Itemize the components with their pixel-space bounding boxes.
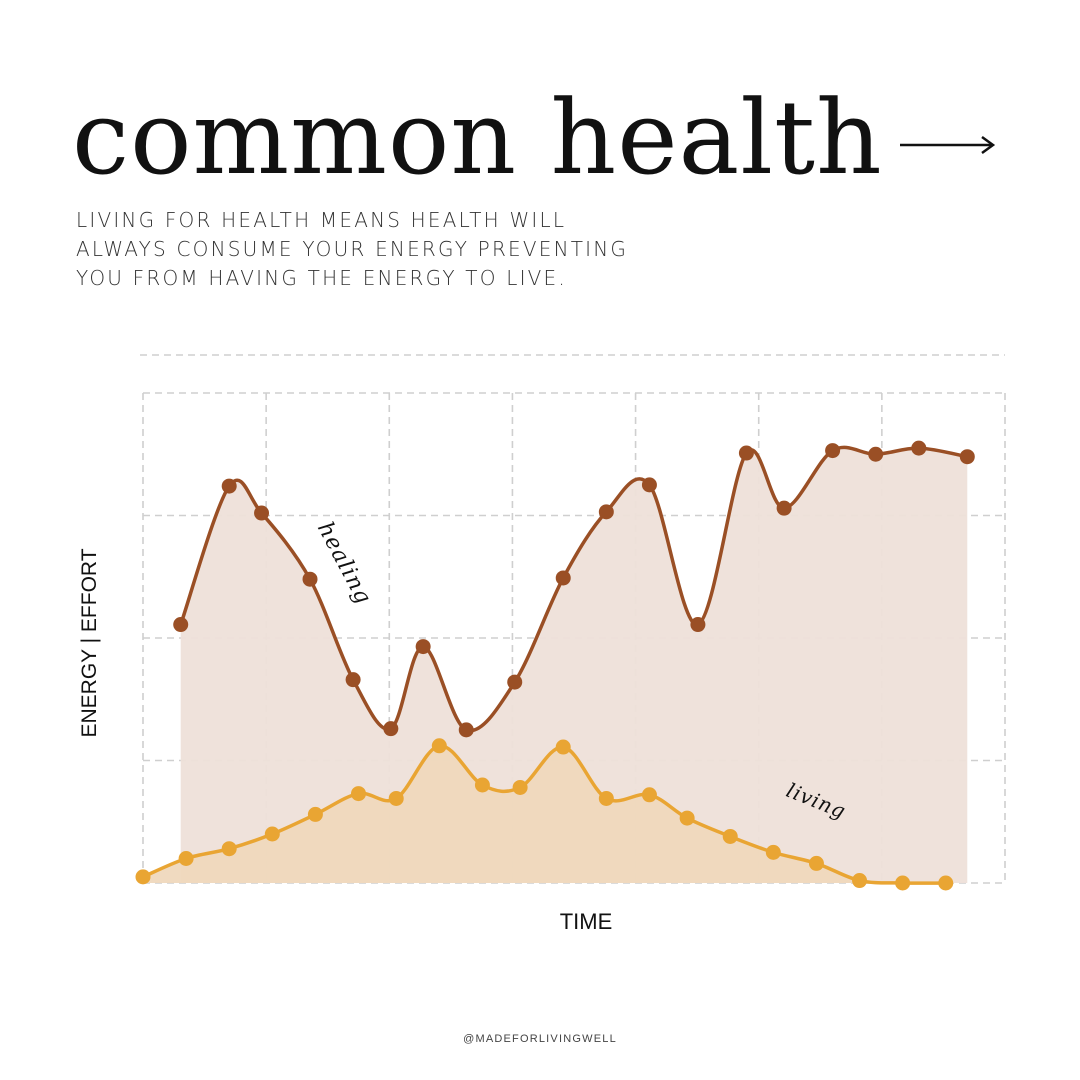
point-living [808, 855, 824, 871]
point-healing [383, 721, 399, 737]
chart-areas [143, 447, 968, 884]
point-living [388, 790, 404, 806]
point-healing [555, 570, 571, 586]
point-living [895, 875, 911, 891]
point-healing [641, 477, 657, 493]
point-living [307, 806, 323, 822]
point-living [351, 786, 366, 802]
point-living [938, 875, 954, 891]
point-healing [302, 571, 318, 587]
point-healing [415, 639, 431, 655]
point-healing [221, 478, 237, 494]
point-healing [507, 674, 523, 690]
subtitle: LIVING FOR HEALTH MEANS HEALTH WILL ALWA… [76, 206, 776, 293]
point-living [431, 738, 447, 754]
subtitle-line: LIVING FOR HEALTH MEANS HEALTH WILL [76, 208, 567, 232]
point-living [765, 844, 781, 860]
point-healing [345, 672, 361, 688]
long-right-arrow-icon [900, 135, 996, 155]
point-healing [825, 443, 841, 459]
area-living [143, 745, 946, 884]
point-healing [868, 446, 884, 462]
point-healing [690, 617, 706, 633]
point-healing [598, 504, 614, 520]
point-living [722, 828, 738, 844]
point-living [264, 826, 280, 842]
point-living [679, 810, 695, 826]
point-living [641, 787, 657, 803]
y-axis-label: ENERGY | EFFORT [78, 548, 101, 738]
point-healing [173, 617, 189, 633]
point-healing [911, 440, 927, 456]
point-living [178, 851, 194, 866]
page-title: common health [72, 79, 883, 198]
chart-points [135, 440, 975, 891]
subtitle-line: YOU FROM HAVING THE ENERGY TO LIVE. [76, 266, 567, 290]
subtitle-line: ALWAYS CONSUME YOUR ENERGY PREVENTING [76, 237, 629, 261]
footer-handle: @MADEFORLIVINGWELL [463, 1033, 617, 1045]
point-healing [959, 449, 975, 465]
point-healing [776, 500, 792, 516]
point-living [598, 790, 614, 806]
point-living [555, 739, 571, 755]
point-living [512, 779, 528, 795]
point-healing [458, 722, 474, 738]
point-healing [738, 445, 754, 461]
point-living [135, 869, 151, 885]
point-living [221, 841, 237, 857]
point-living [852, 873, 868, 889]
area-healing [180, 447, 968, 883]
point-healing [254, 505, 270, 521]
x-axis-label: TIME [559, 909, 613, 934]
point-living [474, 777, 490, 793]
